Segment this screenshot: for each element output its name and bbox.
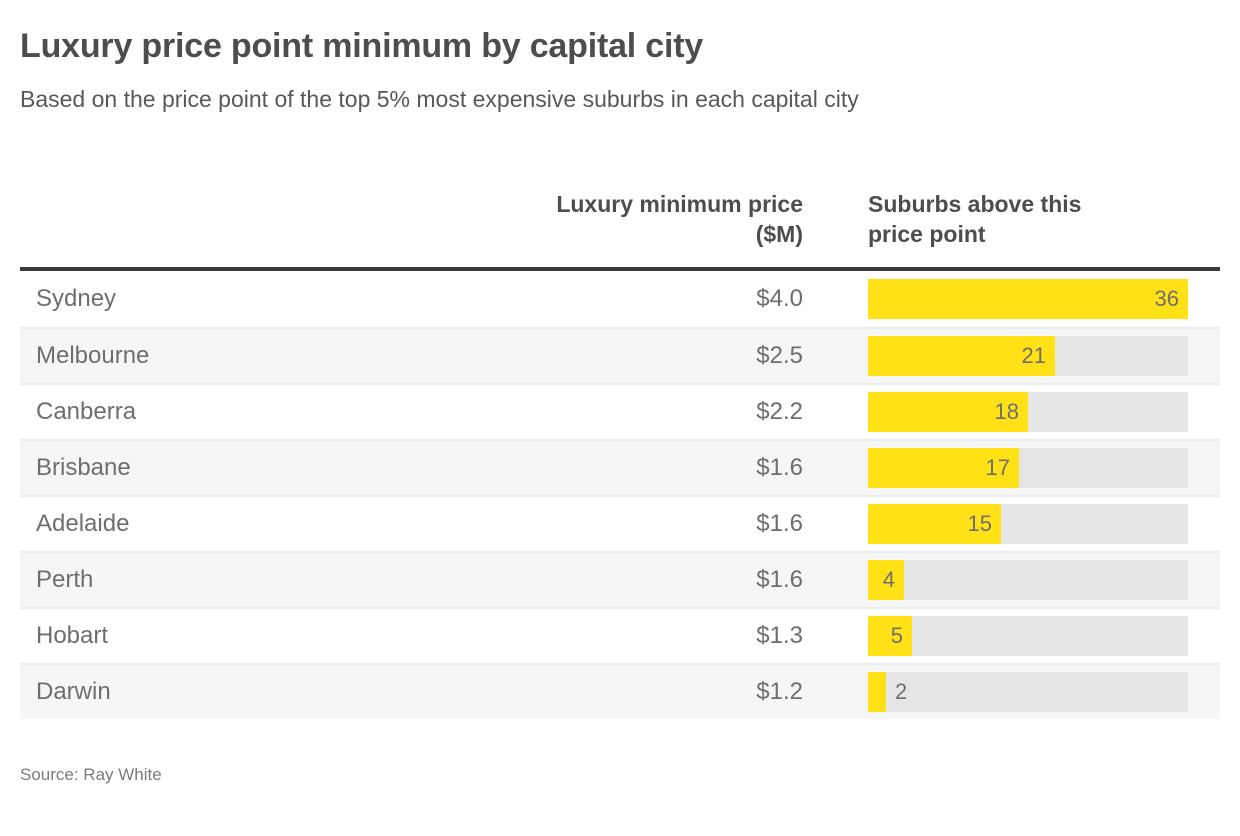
table-row: Hobart $1.3 5: [20, 606, 1220, 663]
suburbs-bar-fill: 15: [868, 503, 1001, 544]
city-label: Melbourne: [36, 341, 150, 369]
page-subtitle: Based on the price point of the top 5% m…: [20, 86, 859, 113]
suburbs-bar-value: 4: [882, 566, 895, 592]
table-row: Darwin $1.2 2: [20, 662, 1220, 719]
price-column-header: Luxury minimum price ($M): [523, 190, 803, 250]
table-row: Perth $1.6 4: [20, 550, 1220, 607]
city-label: Canberra: [36, 397, 137, 425]
price-value: $4.0: [756, 284, 803, 312]
table-row: Canberra $2.2 18: [20, 382, 1220, 439]
suburbs-bar-track: 15: [868, 503, 1188, 544]
suburbs-bar-value: 36: [1154, 285, 1179, 311]
suburbs-bar-cell: 17: [868, 447, 1188, 488]
suburbs-bar-fill: 18: [868, 391, 1028, 432]
bar-column-header: Suburbs above this price point: [868, 190, 1188, 250]
chart-container: Luxury price point minimum by capital ci…: [0, 27, 1240, 785]
suburbs-bar-cell: 4: [868, 559, 1188, 600]
suburbs-bar-value: 5: [890, 622, 903, 648]
price-column-header-line2: ($M): [755, 221, 803, 248]
suburbs-bar-track: 5: [868, 615, 1188, 656]
suburbs-bar-track: 4: [868, 559, 1188, 600]
price-value: $1.6: [756, 453, 803, 481]
suburbs-bar-value: 18: [994, 398, 1019, 424]
suburbs-bar-fill: 5: [868, 615, 912, 656]
suburbs-bar-value: 2: [895, 678, 908, 704]
suburbs-bar-track: 21: [868, 335, 1188, 376]
suburbs-bar-cell: 21: [868, 335, 1188, 376]
price-value: $1.3: [756, 621, 803, 649]
price-value: $1.6: [756, 565, 803, 593]
city-label: Sydney: [36, 284, 117, 312]
suburbs-bar-fill: 36: [868, 278, 1188, 319]
suburbs-bar-cell: 15: [868, 503, 1188, 544]
source-note: Source: Ray White: [20, 764, 162, 784]
table-row: Melbourne $2.5 21: [20, 326, 1220, 383]
price-column-header-line1: Luxury minimum price: [556, 191, 803, 218]
suburbs-bar-fill: [868, 671, 886, 712]
city-label: Darwin: [36, 677, 111, 705]
suburbs-bar-track: 36: [868, 278, 1188, 319]
page-title: Luxury price point minimum by capital ci…: [20, 27, 704, 65]
bar-column-header-line2: price point: [868, 221, 986, 248]
price-value: $2.5: [756, 341, 803, 369]
suburbs-bar-track: 2: [868, 671, 1188, 712]
suburbs-bar-value: 15: [967, 510, 992, 536]
suburbs-bar-cell: 36: [868, 278, 1188, 319]
suburbs-bar-fill: 17: [868, 447, 1019, 488]
column-headers: Luxury minimum price ($M) Suburbs above …: [20, 190, 1220, 271]
price-value: $1.2: [756, 677, 803, 705]
suburbs-bar-value: 17: [985, 454, 1010, 480]
city-label: Adelaide: [36, 509, 130, 537]
suburbs-bar-track: 17: [868, 447, 1188, 488]
price-value: $2.2: [756, 397, 803, 425]
bar-column-header-line1: Suburbs above this: [868, 191, 1082, 218]
table-row: Brisbane $1.6 17: [20, 438, 1220, 495]
price-value: $1.6: [756, 509, 803, 537]
suburbs-bar-cell: 2: [868, 671, 1188, 712]
city-label: Hobart: [36, 621, 109, 649]
suburbs-bar-cell: 18: [868, 391, 1188, 432]
city-label: Perth: [36, 565, 94, 593]
suburbs-bar-track: 18: [868, 391, 1188, 432]
suburbs-bar-cell: 5: [868, 615, 1188, 656]
table-row: Adelaide $1.6 15: [20, 494, 1220, 551]
suburbs-bar-fill: 4: [868, 559, 904, 600]
suburbs-bar-value: 21: [1021, 342, 1046, 368]
table-row: Sydney $4.0 36: [20, 271, 1220, 327]
city-label: Brisbane: [36, 453, 131, 481]
table-body: Sydney $4.0 36 Melbourne $2.5 21 Canberr…: [20, 271, 1220, 719]
suburbs-bar-fill: 21: [868, 335, 1055, 376]
